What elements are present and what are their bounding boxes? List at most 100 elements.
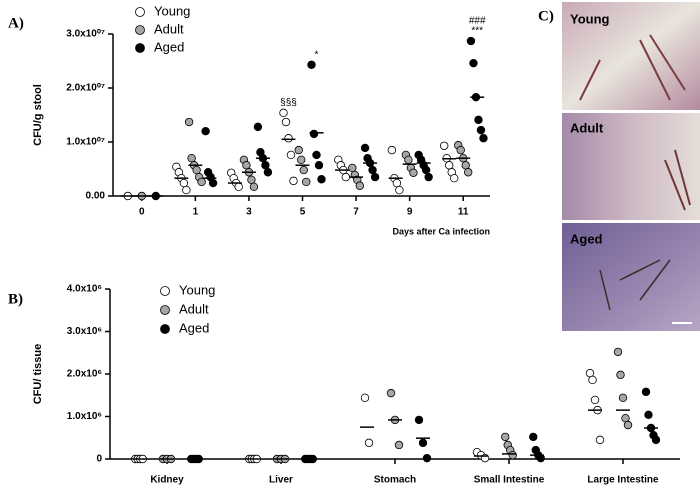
panel-label: A) [8,15,24,31]
legend-label: Aged [154,39,184,54]
x-tick-label: 3 [246,207,252,218]
data-point [641,387,651,397]
data-point [476,125,486,135]
y-tick-label: 0 [96,454,102,465]
histology-image [562,223,700,331]
data-point [651,435,661,445]
panel-label: C) [538,8,554,24]
data-point [409,168,418,177]
data-point [247,175,256,184]
y-axis-label: CFU/g stool [32,84,44,146]
data-point [182,185,191,195]
data-point [341,172,351,182]
data-point [469,58,478,68]
legend-label: Aged [179,320,209,335]
x-tick-label: 7 [353,207,359,218]
y-tick-label: 4.0x10⁶ [67,284,102,295]
data-point [387,145,397,155]
data-point [197,177,206,187]
x-tick-label: Kidney [150,475,184,486]
data-point [317,175,326,184]
data-point [261,161,270,170]
histology-image [562,113,700,220]
hyphae [599,259,671,311]
data-point [536,453,545,463]
significance-mark: ### [469,16,486,27]
x-tick-label: 0 [139,207,145,218]
data-point [368,165,377,175]
legend-marker [135,25,145,35]
x-tick-label: 1 [193,207,199,218]
data-point [179,178,189,188]
data-point [360,143,370,153]
data-point [242,161,251,170]
legend-marker [135,7,145,17]
data-point [307,60,316,69]
data-point [208,178,218,188]
data-point [440,141,449,150]
legend-label: Young [154,3,190,18]
data-point [364,438,374,448]
y-tick-label: 2.0x10⁶ [67,369,102,380]
x-tick-label: 11 [458,207,469,218]
data-point [422,453,432,463]
data-point [623,420,633,430]
data-point [253,122,263,132]
data-point [348,163,357,173]
legend-label: Adult [179,301,209,316]
data-point [299,165,308,175]
data-point [284,134,293,143]
panel-label: B) [8,291,23,307]
hyphae [664,149,691,211]
data-point [618,393,628,402]
data-point [461,161,470,170]
y-axis-label: CFU/ tissue [32,344,44,405]
data-point [312,150,321,160]
data-point [302,177,311,187]
data-point [445,161,454,170]
data-point [474,115,483,125]
data-point [613,347,623,357]
y-tick-label: 3.0x10⁰⁷ [66,29,105,40]
data-point [294,145,303,155]
data-point [588,375,597,385]
significance-mark: * [315,49,319,60]
data-point [595,435,605,445]
data-point [386,388,396,398]
y-tick-label: 1.0x10⁶ [67,411,102,422]
y-tick-label: 3.0x10⁶ [67,326,102,337]
data-point [479,134,488,143]
data-point [314,161,324,170]
x-axis-label: Days after Ca infection [392,226,490,236]
histology-panel: C) Young Adult Aged [538,2,700,331]
data-point [464,168,473,177]
data-point [201,126,210,136]
data-point [529,432,538,442]
data-point [456,145,465,155]
data-point [281,117,291,127]
data-point [501,432,510,442]
data-point [289,176,298,186]
legend-label: Adult [154,21,184,36]
data-point [192,165,201,175]
x-tick-label: Stomach [374,475,416,486]
data-point [184,117,194,127]
data-point [616,370,625,380]
x-tick-label: Liver [269,475,293,486]
x-tick-label: 9 [407,207,413,218]
data-point [392,178,402,188]
legend-marker [160,286,170,296]
x-tick-label: Large Intestine [587,475,659,486]
legend-marker [160,324,170,334]
data-point [279,108,288,118]
y-tick-label: 0.00 [86,191,106,202]
y-tick-label: 1.0x10⁰⁷ [66,137,105,148]
data-point [508,450,517,460]
data-point [395,185,404,195]
data-point [187,153,196,163]
data-point [394,440,404,450]
data-point [421,165,431,175]
data-point [414,415,424,425]
x-tick-label: 5 [300,207,306,218]
